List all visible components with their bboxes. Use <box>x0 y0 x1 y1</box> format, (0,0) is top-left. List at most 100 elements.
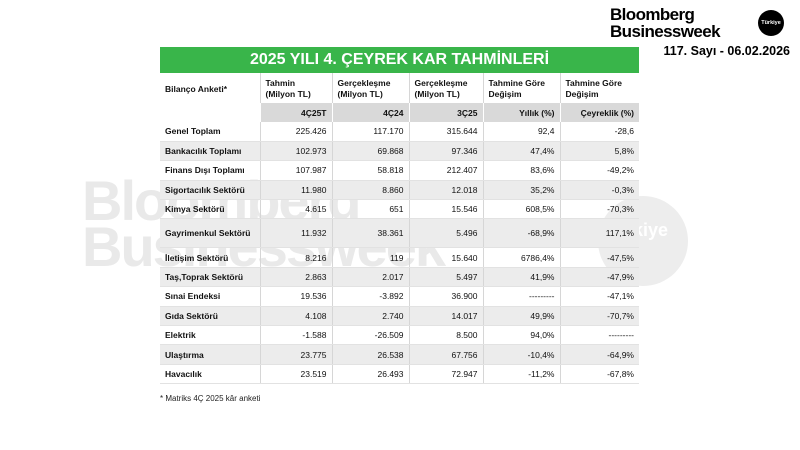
subheader-row: 4Ç25T 4Ç24 3Ç25 Yıllık (%) Çeyreklik (%) <box>160 103 639 122</box>
table-cell: 212.407 <box>408 160 483 181</box>
table-cell: 107.987 <box>259 160 332 181</box>
table-cell: -47,9% <box>559 267 639 288</box>
table-cell: 69.868 <box>331 141 409 162</box>
table-cell: 67.756 <box>408 344 483 365</box>
table-cell: --------- <box>559 325 639 346</box>
column-header: Gerçekleşme (Milyon TL) <box>331 73 409 103</box>
table-cell: 102.973 <box>259 141 332 162</box>
table-cell: 11.980 <box>259 180 332 201</box>
table-cell: 2.740 <box>331 306 409 327</box>
table-cell: 23.775 <box>259 344 332 365</box>
table-cell: 15.546 <box>408 199 483 220</box>
row-label: Havacılık <box>160 364 260 385</box>
table-row: Taş,Toprak Sektörü 2.863 2.017 5.497 41,9% -4… <box>160 267 639 288</box>
table-cell: 4.108 <box>259 306 332 327</box>
table-cell: 41,9% <box>482 267 560 288</box>
column-subheader: 4Ç24 <box>331 103 409 122</box>
table-row: Havacılık 23.519 26.493 72.947 -11,2% -67,8% <box>160 364 639 385</box>
table-title: 2025 YILI 4. ÇEYREK KAR TAHMİNLERİ <box>160 47 639 73</box>
table-cell: 35,2% <box>482 180 560 201</box>
table-row: Elektrik -1.588 -26.509 8.500 94,0% --------- <box>160 325 639 346</box>
table-cell: -68,9% <box>482 218 560 249</box>
table-cell: 26.538 <box>331 344 409 365</box>
column-subheader: 3Ç25 <box>408 103 483 122</box>
row-label: Taş,Toprak Sektörü <box>160 267 260 288</box>
table-cell: --------- <box>482 286 560 307</box>
row-label: Gıda Sektörü <box>160 306 260 327</box>
table-cell: -49,2% <box>559 160 639 181</box>
brand-logo: Bloomberg Businessweek Türkiye <box>610 6 790 40</box>
table-row: Gıda Sektörü 4.108 2.740 14.017 49,9% -70,7% <box>160 306 639 327</box>
table-row: Finans Dışı Toplamı 107.987 58.818 212.407 8… <box>160 160 639 181</box>
table-row: Ulaştırma 23.775 26.538 67.756 -10,4% -64,9% <box>160 344 639 365</box>
table-row: İletişim Sektörü 8.216 119 15.640 6786,4% -47… <box>160 247 639 268</box>
table-cell: 15.640 <box>408 247 483 268</box>
table-cell: 11.932 <box>259 218 332 249</box>
table-cell: 5,8% <box>559 141 639 162</box>
table-cell: 2.863 <box>259 267 332 288</box>
table-row: Bankacılık Toplamı 102.973 69.868 97.346 47,… <box>160 141 639 162</box>
table-cell: -70,7% <box>559 306 639 327</box>
table-cell: 5.496 <box>408 218 483 249</box>
table-row: Kimya Sektörü 4.615 651 15.546 608,5% -70,3% <box>160 199 639 220</box>
row-label: Sınai Endeksi <box>160 286 260 307</box>
table-cell: -47,1% <box>559 286 639 307</box>
row-label: Gayrimenkul Sektörü <box>160 218 260 249</box>
row-label: Kimya Sektörü <box>160 199 260 220</box>
table-cell: 608,5% <box>482 199 560 220</box>
table-row: Sigortacılık Sektörü 11.980 8.860 12.018 35,… <box>160 180 639 201</box>
table-cell: -3.892 <box>331 286 409 307</box>
table-cell: 49,9% <box>482 306 560 327</box>
table-cell: 651 <box>331 199 409 220</box>
column-header: Gerçekleşme (Milyon TL) <box>408 73 483 103</box>
column-header: Bilanço Anketi* <box>165 83 228 94</box>
column-subheader: Yıllık (%) <box>482 103 560 122</box>
column-subheader: 4Ç25T <box>259 103 332 122</box>
column-header: Tahmin (Milyon TL) <box>259 73 332 103</box>
row-label: Bankacılık Toplamı <box>160 141 260 162</box>
brand-name-line1: Bloomberg <box>610 5 695 24</box>
table-cell: -47,5% <box>559 247 639 268</box>
table-cell: 26.493 <box>331 364 409 385</box>
country-badge: Türkiye <box>758 10 784 36</box>
table-cell: 38.361 <box>331 218 409 249</box>
column-header: Tahmine Göre Değişim <box>559 73 639 103</box>
table-cell: 72.947 <box>408 364 483 385</box>
table-cell: -28,6 <box>559 122 639 142</box>
table-footnote: * Matriks 4Ç 2025 kâr anketi <box>160 394 261 403</box>
row-label: Ulaştırma <box>160 344 260 365</box>
table-row: Gayrimenkul Sektörü 11.932 38.361 5.496 -68,… <box>160 218 639 249</box>
table-cell: -11,2% <box>482 364 560 385</box>
row-label: Finans Dışı Toplamı <box>160 160 260 181</box>
table-row: Sınai Endeksi 19.536 -3.892 36.900 ---------… <box>160 286 639 307</box>
table-cell: 58.818 <box>331 160 409 181</box>
column-subheader <box>160 103 260 122</box>
table-cell: -10,4% <box>482 344 560 365</box>
table-cell: 47,4% <box>482 141 560 162</box>
table-cell: 23.519 <box>259 364 332 385</box>
table-cell: 5.497 <box>408 267 483 288</box>
table-cell: 117,1% <box>559 218 639 249</box>
table-cell: -1.588 <box>259 325 332 346</box>
table-cell: 8.500 <box>408 325 483 346</box>
earnings-table: 2025 YILI 4. ÇEYREK KAR TAHMİNLERİ Bilan… <box>160 47 639 385</box>
table-cell: 8.860 <box>331 180 409 201</box>
table-cell: 6786,4% <box>482 247 560 268</box>
table-cell: 19.536 <box>259 286 332 307</box>
table-cell: 36.900 <box>408 286 483 307</box>
table-cell: 94,0% <box>482 325 560 346</box>
table-cell: 97.346 <box>408 141 483 162</box>
table-cell: 83,6% <box>482 160 560 181</box>
table-cell: -70,3% <box>559 199 639 220</box>
brand-name-line2: Businessweek <box>610 22 721 41</box>
issue-date: 117. Sayı - 06.02.2026 <box>663 44 791 58</box>
table-cell: 315.644 <box>408 122 483 142</box>
table-cell: -26.509 <box>331 325 409 346</box>
table-cell: 14.017 <box>408 306 483 327</box>
row-label: Sigortacılık Sektörü <box>160 180 260 201</box>
table-cell: 117.170 <box>331 122 409 142</box>
table-cell: 8.216 <box>259 247 332 268</box>
table-cell: 12.018 <box>408 180 483 201</box>
row-label: İletişim Sektörü <box>160 247 260 268</box>
data-grid: Bilanço Anketi* Tahmin (Milyon TL) Gerçe… <box>160 73 639 385</box>
